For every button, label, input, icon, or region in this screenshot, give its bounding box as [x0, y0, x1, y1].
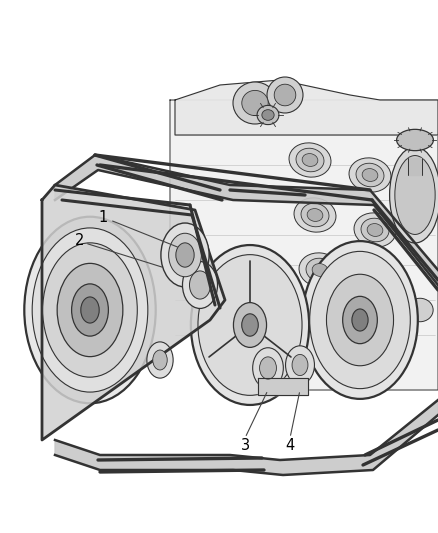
Text: 2: 2: [75, 233, 85, 248]
Ellipse shape: [395, 156, 435, 235]
Ellipse shape: [257, 106, 279, 125]
Ellipse shape: [176, 243, 194, 267]
Polygon shape: [175, 80, 438, 135]
Ellipse shape: [302, 154, 318, 166]
Polygon shape: [170, 100, 438, 390]
Ellipse shape: [354, 213, 396, 247]
Ellipse shape: [361, 218, 389, 242]
Ellipse shape: [407, 298, 433, 322]
Ellipse shape: [301, 203, 329, 227]
Ellipse shape: [262, 110, 274, 120]
Ellipse shape: [32, 228, 148, 392]
Ellipse shape: [296, 148, 324, 172]
Text: 4: 4: [286, 439, 295, 454]
Ellipse shape: [198, 255, 302, 395]
Ellipse shape: [286, 346, 314, 384]
Text: 3: 3: [240, 439, 250, 454]
Ellipse shape: [147, 342, 173, 378]
Ellipse shape: [387, 313, 413, 337]
Ellipse shape: [310, 252, 410, 389]
Ellipse shape: [183, 262, 218, 309]
Ellipse shape: [267, 77, 303, 113]
Ellipse shape: [242, 314, 258, 336]
Ellipse shape: [161, 223, 209, 287]
Ellipse shape: [382, 283, 408, 306]
Ellipse shape: [191, 245, 309, 405]
Ellipse shape: [292, 354, 308, 376]
Ellipse shape: [289, 143, 331, 177]
Ellipse shape: [233, 303, 267, 348]
Ellipse shape: [302, 241, 418, 399]
Ellipse shape: [362, 168, 378, 181]
Ellipse shape: [312, 264, 328, 277]
Ellipse shape: [260, 357, 276, 379]
Ellipse shape: [24, 217, 155, 403]
Ellipse shape: [343, 296, 378, 344]
Ellipse shape: [396, 130, 433, 151]
Ellipse shape: [42, 243, 137, 377]
Ellipse shape: [242, 91, 268, 116]
Ellipse shape: [349, 158, 391, 192]
Ellipse shape: [81, 297, 99, 323]
Ellipse shape: [233, 82, 277, 124]
Ellipse shape: [389, 147, 438, 243]
Polygon shape: [42, 185, 225, 440]
Polygon shape: [55, 155, 438, 285]
Ellipse shape: [359, 268, 401, 302]
Ellipse shape: [153, 350, 167, 370]
Ellipse shape: [169, 233, 201, 277]
Ellipse shape: [372, 279, 388, 292]
Ellipse shape: [274, 84, 296, 106]
Ellipse shape: [307, 208, 323, 221]
Ellipse shape: [299, 253, 341, 287]
Ellipse shape: [366, 273, 394, 297]
Ellipse shape: [326, 274, 393, 366]
Polygon shape: [258, 378, 308, 395]
Text: 1: 1: [99, 210, 108, 225]
Ellipse shape: [367, 223, 383, 237]
Polygon shape: [55, 400, 438, 475]
Ellipse shape: [57, 263, 123, 357]
Ellipse shape: [253, 348, 283, 388]
Ellipse shape: [294, 198, 336, 232]
Ellipse shape: [306, 258, 334, 282]
Ellipse shape: [356, 163, 384, 187]
Ellipse shape: [71, 284, 108, 336]
Polygon shape: [408, 158, 422, 175]
Ellipse shape: [190, 271, 211, 299]
Ellipse shape: [352, 309, 368, 331]
